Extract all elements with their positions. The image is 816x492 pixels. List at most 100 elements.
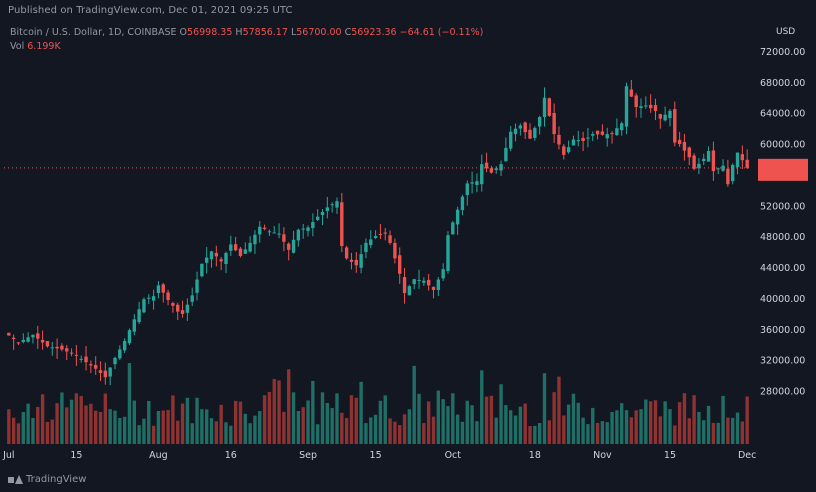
low-label: L	[290, 27, 297, 38]
candle-body	[291, 239, 296, 253]
volume-bar	[600, 421, 605, 444]
candle-body	[142, 299, 146, 313]
tradingview-logo[interactable]: TradingView	[8, 474, 86, 485]
candle-body	[147, 297, 151, 299]
volume-bar	[74, 393, 79, 444]
volume-bar	[576, 402, 580, 444]
candle-body	[620, 123, 624, 131]
y-tick-label: 36000.00	[760, 325, 805, 336]
volume-bar	[320, 392, 325, 444]
candle-body	[11, 337, 16, 340]
x-tick-label: Aug	[149, 450, 168, 461]
volume-bar	[238, 401, 243, 444]
volume-bar	[446, 406, 450, 444]
volume-bar	[224, 422, 228, 444]
candle-body	[340, 202, 344, 246]
volume-bar	[484, 396, 489, 444]
candle-body	[122, 340, 127, 351]
volume-bar	[16, 423, 21, 444]
volume-bar	[716, 422, 720, 444]
candle-body	[494, 168, 498, 171]
currency-label[interactable]: USD	[776, 27, 796, 37]
candle-body	[552, 112, 556, 135]
volume-bar	[315, 424, 320, 444]
volume-bar	[359, 381, 363, 444]
volume-bar	[330, 408, 334, 444]
y-tick-label: 64000.00	[760, 109, 805, 120]
candle-body	[243, 249, 247, 254]
candle-body	[383, 232, 387, 234]
open-label: O	[179, 27, 188, 38]
candle-body	[576, 140, 580, 142]
candle-body	[629, 89, 634, 97]
candle-body	[74, 354, 79, 356]
candle-body	[214, 252, 219, 257]
volume-bar	[378, 400, 383, 444]
volume-bar	[60, 392, 64, 444]
volume-bar	[571, 393, 576, 444]
candle-body	[726, 168, 730, 185]
y-tick-label: 28000.00	[760, 387, 805, 398]
candle-body	[364, 242, 368, 253]
candle-body	[537, 117, 542, 127]
volume-bar	[219, 404, 223, 444]
volume-bar	[721, 395, 725, 444]
volume-bar	[581, 417, 585, 444]
candle-body	[277, 233, 281, 235]
volume-bar	[204, 409, 209, 444]
candle-body	[103, 370, 108, 378]
candle-body	[89, 364, 93, 366]
high-label: H	[235, 27, 243, 38]
y-tick-label: 60000.00	[760, 140, 805, 151]
candle-body	[113, 357, 117, 365]
candle-body	[586, 137, 590, 139]
x-tick-label: 16	[225, 450, 237, 461]
candle-body	[204, 257, 209, 263]
volume-bar	[233, 400, 238, 444]
volume-bar	[629, 417, 634, 444]
volume-bar	[258, 411, 262, 444]
candle-body	[330, 204, 334, 206]
volume-bar	[306, 400, 310, 444]
candle-body	[69, 352, 74, 354]
candle-body	[658, 114, 662, 119]
candle-body	[731, 164, 735, 182]
volume-bar	[595, 422, 600, 444]
volume-bar	[176, 420, 180, 444]
candle-body	[600, 131, 605, 135]
candle-body	[224, 252, 228, 264]
volume-bar	[731, 417, 735, 444]
candle-body	[697, 163, 701, 169]
candle-body	[151, 296, 156, 301]
volume-bar	[441, 399, 445, 444]
volume-bar	[591, 407, 595, 444]
volume-bar	[711, 422, 716, 444]
candle-body	[359, 254, 363, 268]
candle-body	[663, 114, 667, 121]
candle-body	[475, 181, 479, 185]
volume-bar	[509, 410, 513, 444]
low-value: 56700.00	[296, 27, 342, 38]
volume-bar	[537, 422, 542, 444]
volume-bar	[412, 365, 416, 444]
candle-body	[315, 216, 320, 220]
brand-name: TradingView	[26, 474, 87, 485]
volume-bar	[489, 395, 494, 444]
candle-body	[31, 334, 35, 338]
candle-body	[624, 86, 629, 127]
volume-bar	[644, 399, 648, 444]
candle-body	[60, 345, 64, 350]
candle-body	[735, 152, 740, 167]
candle-body	[282, 234, 286, 242]
candle-body	[480, 164, 484, 185]
candle-body	[180, 310, 185, 314]
candle-body	[465, 183, 469, 196]
candlestick-chart[interactable]: 28000.00 32000.00 36000.00 40000.00 44000.00…	[0, 22, 816, 470]
volume-bar	[620, 403, 624, 444]
candle-body	[161, 284, 165, 293]
volume-bar	[634, 410, 638, 444]
x-tick-label: Nov	[593, 450, 612, 461]
candle-body	[200, 263, 204, 277]
candle-body	[591, 134, 595, 136]
volume-bar	[108, 409, 112, 444]
